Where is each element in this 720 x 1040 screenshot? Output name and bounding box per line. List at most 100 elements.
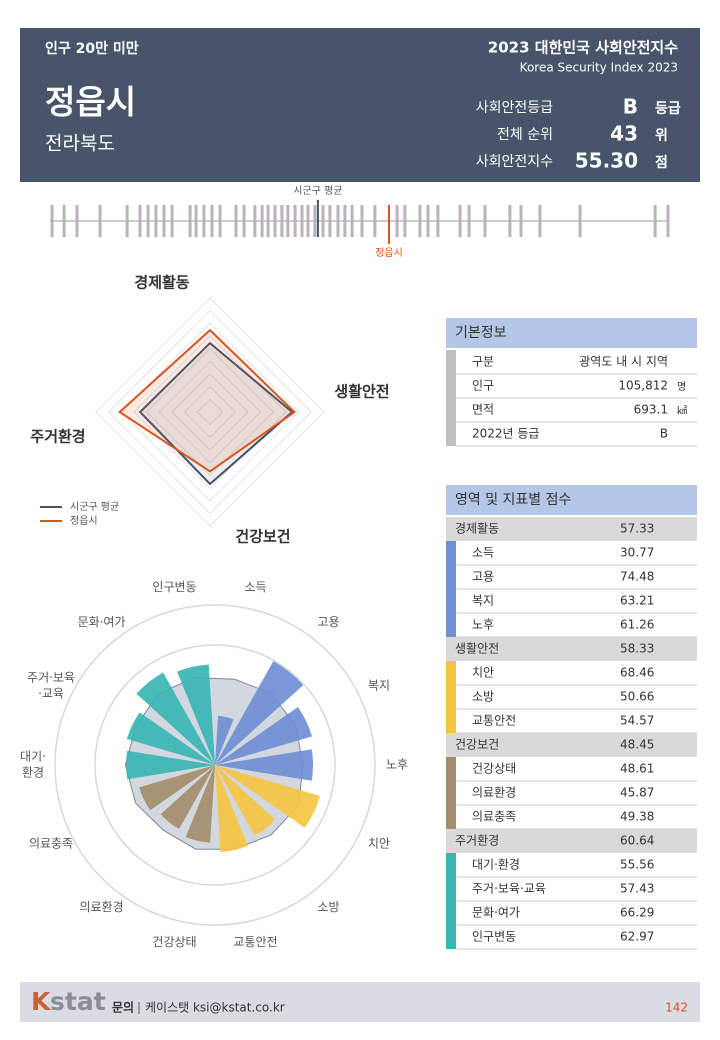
item-marker [446,757,456,781]
group-score: 57.33 [620,522,654,536]
basic-info-header [446,318,697,348]
item-marker [446,877,456,901]
row-unit: ㎢ [677,405,687,417]
item-marker [446,781,456,805]
item-name: 대기·환경 [472,858,520,872]
row-label: 2022년 등급 [472,427,539,441]
polar-wedge [136,672,215,765]
row-label: 면적 [472,403,494,417]
legend-label: 시군구 평균 [70,501,119,513]
polar-label: 환경 [22,766,44,780]
radar-ring [183,385,237,439]
stat-value: B [623,95,638,119]
item-marker [446,925,456,949]
row-unit: 명 [677,381,686,393]
item-marker [446,901,456,925]
polar-wedge [215,661,304,765]
polar-wedge [215,765,321,828]
item-marker [446,805,456,829]
radar-ring [196,398,224,426]
radar-ring [95,297,325,527]
row-marker [446,422,456,446]
polar-wedge [126,750,215,780]
province: 전라북도 [45,133,115,155]
item-score: 63.21 [620,594,654,608]
radar-axis-label: 생활안전 [334,383,389,401]
item-name: 의료충족 [472,810,516,824]
footer-box [20,982,700,1022]
item-name: 건강상태 [472,762,516,776]
item-name: 교통안전 [472,714,516,728]
radar-axis-label: 주거환경 [30,428,85,446]
radar-ring [107,309,313,515]
item-marker [446,589,456,613]
polar-label: 소득 [244,580,266,594]
item-marker [446,709,456,733]
stat-unit: 점 [655,154,668,171]
item-score: 45.87 [620,786,654,800]
average-label: 시군구 평균 [293,185,342,197]
group-score: 58.33 [620,642,654,656]
group-name: 건강보건 [455,738,499,752]
group-score: 48.45 [620,738,654,752]
item-score: 55.56 [620,858,654,872]
polar-label: 주거·보육 [27,671,75,685]
polar-label: 인구변동 [152,580,196,594]
group-row [446,829,697,853]
polar-label: 소방 [317,900,339,914]
item-score: 57.43 [620,882,654,896]
stat-label: 사회안전등급 [476,100,553,116]
group-row [446,637,697,661]
legend-label: 정읍시 [70,515,98,527]
row-marker [446,350,456,374]
item-name: 고용 [472,570,494,584]
polar-label: 치안 [368,836,390,850]
report-subtitle: Korea Security Index 2023 [520,61,678,75]
row-label: 인구 [472,379,494,393]
polar-wedge [215,765,276,836]
item-score: 61.26 [620,618,654,632]
item-name: 치안 [472,666,494,680]
item-score: 54.57 [620,714,654,728]
basic-info-title: 기본정보 [455,325,507,341]
polar-label: 복지 [368,679,390,693]
stat-unit: 등급 [655,101,681,117]
item-marker [446,613,456,637]
row-value: 105,812 [618,379,668,393]
row-value: 693.1 [634,403,668,417]
report-title: 2023 대한민국 사회안전지수 [488,39,678,57]
row-label: 구분 [472,355,494,369]
radar-ring [145,347,275,477]
stat-label: 전체 순위 [497,127,553,143]
radar-ring [158,360,262,464]
polar-ring [54,604,376,926]
scores-title: 영역 및 지표별 점수 [455,492,572,508]
radar-series [138,341,294,486]
polar-wedge [126,712,215,765]
row-marker [446,398,456,422]
radar-ring [171,373,249,451]
item-score: 30.77 [620,546,654,560]
polar-label: 노후 [386,758,408,772]
scores-header [446,485,697,515]
polar-label: 건강상태 [152,935,196,949]
polar-label: 문화·여가 [78,615,126,629]
item-score: 68.46 [620,666,654,680]
item-score: 62.97 [620,930,654,944]
item-score: 49.38 [620,810,654,824]
stat-value: 55.30 [575,149,638,173]
polar-label: 대기· [20,750,46,764]
header-box [20,28,700,182]
item-marker [446,541,456,565]
group-name: 주거환경 [455,834,499,848]
city-label: 정읍시 [375,247,403,259]
row-value: B [660,427,668,441]
item-name: 주거·보육·교육 [472,882,546,896]
polar-wedge [160,765,215,829]
group-row [446,733,697,757]
polar-wedge [139,765,215,811]
polar-label: 의료충족 [29,836,73,850]
